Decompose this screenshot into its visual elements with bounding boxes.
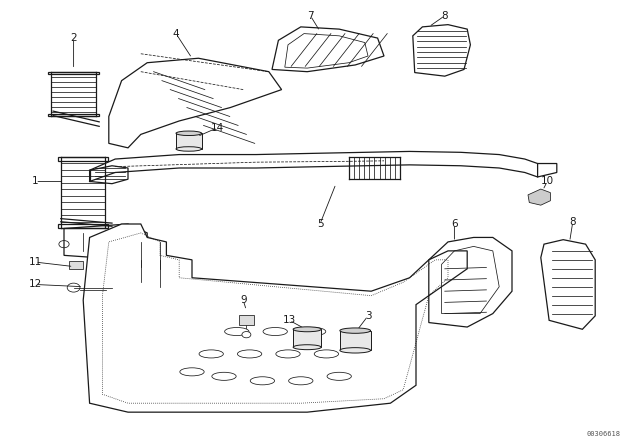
Text: 4: 4 — [173, 29, 179, 39]
Ellipse shape — [225, 327, 249, 336]
Text: 8: 8 — [570, 217, 576, 227]
Text: 7: 7 — [307, 11, 314, 21]
Ellipse shape — [176, 146, 202, 151]
Text: 5: 5 — [317, 219, 323, 229]
Ellipse shape — [237, 350, 262, 358]
Text: 11: 11 — [29, 257, 42, 267]
Text: 2: 2 — [70, 33, 77, 43]
Bar — [69, 261, 83, 269]
Ellipse shape — [212, 372, 236, 380]
Ellipse shape — [276, 350, 300, 358]
Bar — [340, 331, 371, 350]
Circle shape — [242, 332, 251, 338]
Ellipse shape — [327, 372, 351, 380]
Ellipse shape — [340, 348, 371, 353]
Ellipse shape — [314, 350, 339, 358]
Bar — [58, 224, 108, 228]
Text: 14: 14 — [211, 123, 224, 133]
Polygon shape — [83, 224, 467, 412]
Bar — [176, 133, 202, 149]
Text: 8: 8 — [442, 11, 448, 21]
Text: 3: 3 — [365, 311, 371, 321]
Bar — [293, 329, 321, 347]
Ellipse shape — [199, 350, 223, 358]
Ellipse shape — [180, 368, 204, 376]
Ellipse shape — [289, 377, 313, 385]
Ellipse shape — [263, 327, 287, 336]
Text: 1: 1 — [32, 177, 38, 186]
Bar — [48, 72, 99, 74]
Ellipse shape — [250, 377, 275, 385]
Polygon shape — [528, 189, 550, 205]
Text: 13: 13 — [283, 315, 296, 325]
Text: 9: 9 — [240, 295, 246, 305]
Ellipse shape — [301, 327, 326, 336]
Ellipse shape — [176, 131, 202, 135]
Ellipse shape — [293, 345, 321, 349]
Bar — [48, 114, 99, 116]
Text: 12: 12 — [29, 280, 42, 289]
Text: 00306618: 00306618 — [587, 431, 621, 437]
Bar — [239, 315, 254, 325]
Text: 10: 10 — [541, 177, 554, 186]
Bar — [58, 157, 108, 161]
Ellipse shape — [293, 327, 321, 332]
Ellipse shape — [340, 328, 371, 333]
Text: 6: 6 — [451, 219, 458, 229]
